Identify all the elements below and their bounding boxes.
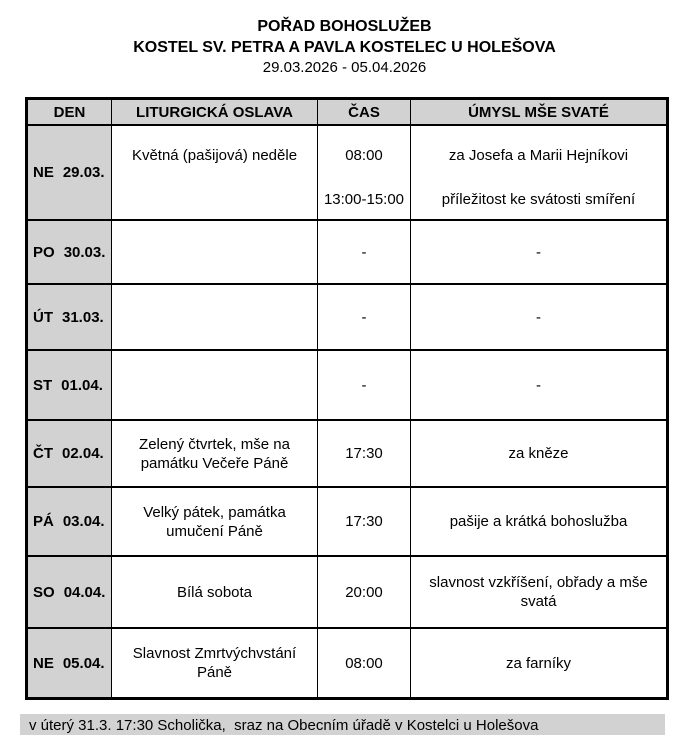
intention-text: za Josefa a Marii Hejníkovi [448,147,629,164]
day-date: 30.03. [63,243,106,261]
day-abbrev: SO [33,583,55,601]
intention-cell: - [410,349,668,421]
document-header: POŘAD BOHOSLUŽEB KOSTEL SV. PETRA A PAVL… [0,0,689,78]
celebration-text: Květná (pašijová) neděle [131,147,298,164]
day-abbrev: PO [33,243,55,261]
day-date: 01.04. [61,376,103,394]
intention-cell: za Josefa a Marii Hejníkovi příležitost … [410,124,668,221]
day-date: 29.03. [62,164,105,181]
table-row: PÁ 03.04. Velký pátek, památka umučení Pá… [26,486,668,557]
time-cell: - [317,349,411,421]
time-cell: 17:30 [317,486,411,557]
intention-cell: za farníky [410,627,668,700]
day-cell: ČT 02.04. [26,419,112,488]
day-cell: SO 04.04. [26,555,112,629]
time-cell: 17:30 [317,419,411,488]
time-text-2: 13:00-15:00 [323,191,405,208]
time-cell: 20:00 [317,555,411,629]
day-abbrev: PÁ [33,513,54,530]
col-header-cas: ČAS [317,97,411,126]
page-subtitle: KOSTEL SV. PETRA A PAVLA KOSTELEC U HOLE… [133,39,556,56]
time-text: 08:00 [345,147,383,164]
date-range: 29.03.2026 - 05.04.2026 [262,59,427,76]
celebration-cell [111,219,318,285]
celebration-cell: Zelený čtvrtek, mše na památku Večeře Pá… [111,419,318,488]
table-row: ÚT 31.03. - - [26,283,668,351]
intention-cell: - [410,283,668,351]
day-cell: PÁ 03.04. [26,486,112,557]
col-header-umysl: ÚMYSL MŠE SVATÉ [410,97,668,126]
celebration-cell: Květná (pašijová) neděle [111,124,318,221]
col-header-oslava: LITURGICKÁ OSLAVA [111,97,318,126]
time-cell: - [317,219,411,285]
day-date: 02.04. [62,445,104,462]
day-cell: ST 01.04. [26,349,112,421]
time-cell: 08:00 [317,627,411,700]
celebration-cell: Bílá sobota [111,555,318,629]
day-cell: NE 05.04. [26,627,112,700]
table-row: PO 30.03. - - [26,219,668,285]
day-abbrev: NE [33,654,54,672]
day-abbrev: ÚT [33,308,53,326]
day-date: 04.04. [63,583,106,601]
intention-cell: - [410,219,668,285]
page-title: POŘAD BOHOSLUŽEB [257,18,432,35]
celebration-cell [111,349,318,421]
day-abbrev: ST [33,376,53,394]
intention-cell: pašije a krátká bohoslužba [410,486,668,557]
intention-cell: slavnost vzkříšení, obřady a mše svatá [410,555,668,629]
day-abbrev: NE [33,164,54,181]
celebration-cell [111,283,318,351]
footer-note: v úterý 31.3. 17:30 Scholička, sraz na O… [20,714,665,735]
header-row: DEN LITURGICKÁ OSLAVA ČAS ÚMYSL MŠE SVAT… [26,97,668,126]
celebration-cell: Slavnost Zmrtvýchvstání Páně [111,627,318,700]
day-cell: ÚT 31.03. [26,283,112,351]
table-row: SO 04.04. Bílá sobota 20:00 slavnost vzkř… [26,555,668,629]
schedule-table: DEN LITURGICKÁ OSLAVA ČAS ÚMYSL MŠE SVAT… [25,97,669,700]
day-date: 31.03. [62,308,104,326]
table-row: ST 01.04. - - [26,349,668,421]
day-abbrev: ČT [33,445,53,462]
intention-cell: za kněze [410,419,668,488]
day-date: 05.04. [62,654,105,672]
time-cell: - [317,283,411,351]
time-cell: 08:00 13:00-15:00 [317,124,411,221]
celebration-cell: Velký pátek, památka umučení Páně [111,486,318,557]
table-row: NE 05.04. Slavnost Zmrtvýchvstání Páně 08… [26,627,668,700]
day-date: 03.04. [62,513,105,530]
intention-text-2: příležitost ke svátosti smíření [441,191,636,208]
table-row: NE 29.03. Květná (pašijová) neděle 08:00 … [26,124,668,221]
col-header-den: DEN [26,97,112,126]
table-row: ČT 02.04. Zelený čtvrtek, mše na památku … [26,419,668,488]
day-cell: PO 30.03. [26,219,112,285]
day-cell: NE 29.03. [26,124,112,221]
